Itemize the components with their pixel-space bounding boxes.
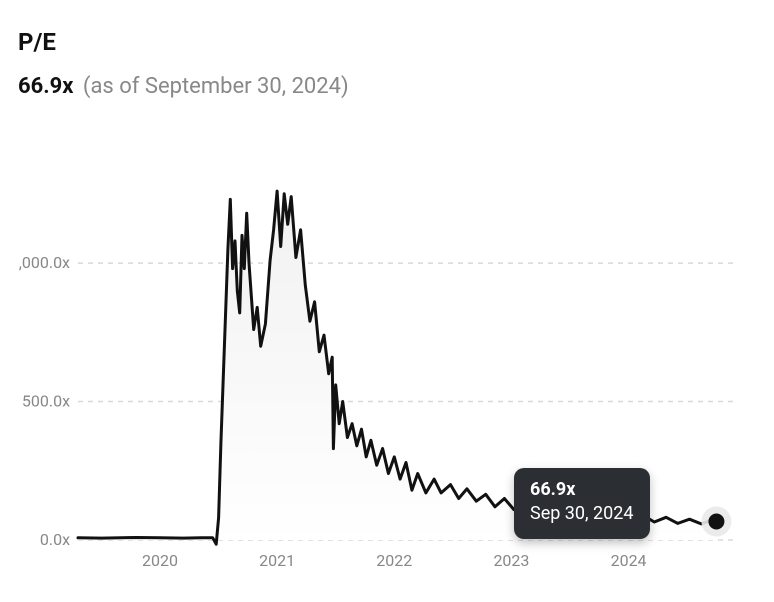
svg-text:2024: 2024 — [611, 551, 647, 570]
chart-svg: 0.0x 500.0x ,000.0x 2020 2021 2022 2023 2024 — [18, 180, 754, 580]
svg-text:2023: 2023 — [493, 551, 529, 570]
pe-chart[interactable]: 0.0x500.0x,000.0x20202021202220232024 66… — [18, 180, 754, 580]
svg-text:0.0x: 0.0x — [40, 530, 70, 549]
svg-text:2020: 2020 — [142, 551, 178, 570]
svg-text:500.0x: 500.0x — [22, 392, 70, 411]
chart-title: P/E — [18, 28, 774, 56]
svg-text:2022: 2022 — [376, 551, 412, 570]
svg-text:2021: 2021 — [259, 551, 295, 570]
chart-current-value-row: 66.9x (as of September 30, 2024) — [18, 74, 774, 99]
chart-header: P/E 66.9x (as of September 30, 2024) — [0, 0, 774, 99]
chart-asof-label: (as of September 30, 2024) — [83, 74, 349, 99]
svg-text:,000.0x: ,000.0x — [19, 253, 70, 272]
chart-current-value: 66.9x — [18, 74, 73, 99]
